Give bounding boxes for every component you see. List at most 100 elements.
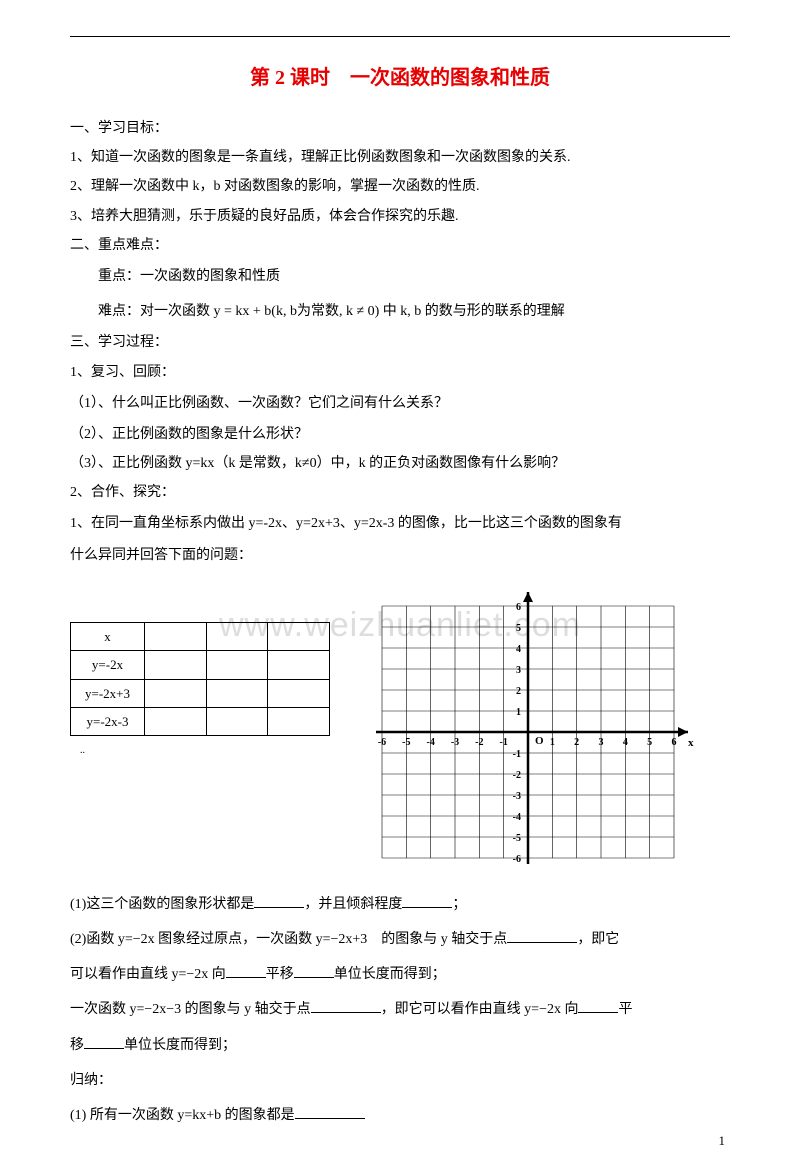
left-column: x y=-2x y=-2x+3 y=-2x-3 .. — [70, 582, 330, 761]
table-row: x — [71, 622, 330, 650]
blank — [578, 1012, 618, 1013]
svg-text:-3: -3 — [513, 791, 521, 802]
cell — [206, 707, 268, 735]
question-3-line1: 一次函数 y=−2x−3 的图象与 y 轴交于点 ，即它可以看作由直线 y=−2x… — [70, 997, 730, 1022]
cell — [145, 622, 207, 650]
dotted-note: .. — [80, 742, 330, 760]
svg-text:-6: -6 — [378, 737, 386, 748]
q3-text-a: 一次函数 y=−2x−3 的图象与 y 轴交于点 — [70, 1002, 311, 1017]
q3-text-e: 单位长度而得到； — [124, 1038, 236, 1053]
svg-text:-5: -5 — [513, 833, 521, 844]
q1-text-a: (1)这三个函数的图象形状都是 — [70, 897, 254, 912]
blank — [226, 977, 266, 978]
objective-3: 3、培养大胆猜测，乐于质疑的良好品质，体会合作探究的乐趣. — [70, 204, 730, 229]
function-table: x y=-2x y=-2x+3 y=-2x-3 — [70, 622, 330, 737]
question-2-line1: (2)函数 y=−2x 图象经过原点，一次函数 y=−2x+3 的图象与 y 轴… — [70, 927, 730, 952]
cell — [268, 707, 330, 735]
svg-text:-1: -1 — [513, 749, 521, 760]
table-row: y=-2x-3 — [71, 707, 330, 735]
objective-2: 2、理解一次函数中 k，b 对函数图象的影响，掌握一次函数的性质. — [70, 174, 730, 199]
svg-text:5: 5 — [647, 737, 652, 748]
cell — [268, 622, 330, 650]
coordinate-grid: -6 -5 -4 -3 -2 -1 1 2 3 4 5 6 -6 -5 -4 -3 -2 -1 1 2 3 4 5 6 Ox — [358, 582, 698, 882]
cell — [145, 651, 207, 679]
table-row: y=-2x+3 — [71, 679, 330, 707]
section1-heading: 一、学习目标： — [70, 116, 730, 141]
coop-prompt-1a: 1、在同一直角坐标系内做出 y=-2x、y=2x+3、y=2x-3 的图像，比一… — [70, 511, 730, 536]
question-3-line2: 移 单位长度而得到； — [70, 1033, 730, 1058]
svg-text:3: 3 — [599, 737, 604, 748]
difficulty: 难点：对一次函数 y = kx + b(k, b为常数, k ≠ 0) 中 k,… — [70, 299, 730, 324]
svg-text:x: x — [688, 737, 694, 749]
cell — [206, 679, 268, 707]
q3-text-c: 平 — [618, 1002, 632, 1017]
cell — [145, 679, 207, 707]
q1-text-b: ，并且倾斜程度 — [304, 897, 402, 912]
coop-prompt-1b: 什么异同并回答下面的问题： — [70, 543, 730, 568]
q3-text-d: 移 — [70, 1038, 84, 1053]
cooperation-heading: 2、合作、探究： — [70, 480, 730, 505]
review-q3: （3）、正比例函数 y=kx（k 是常数，k≠0）中，k 的正负对函数图像有什么… — [70, 451, 730, 476]
blank — [311, 1012, 381, 1013]
svg-text:O: O — [535, 735, 544, 747]
cell-y1: y=-2x — [71, 651, 145, 679]
svg-text:2: 2 — [516, 686, 521, 697]
cell — [206, 622, 268, 650]
question-2-line2: 可以看作由直线 y=−2x 向 平移 单位长度而得到； — [70, 962, 730, 987]
cell — [268, 651, 330, 679]
summary-1-text: (1) 所有一次函数 y=kx+b 的图象都是 — [70, 1108, 295, 1123]
top-rule — [70, 36, 730, 37]
svg-text:-4: -4 — [426, 737, 434, 748]
svg-text:4: 4 — [623, 737, 628, 748]
q3-text-b: ，即它可以看作由直线 y=−2x 向 — [381, 1002, 579, 1017]
cell-y2: y=-2x+3 — [71, 679, 145, 707]
svg-text:-2: -2 — [513, 770, 521, 781]
svg-text:1: 1 — [550, 737, 555, 748]
table-row: y=-2x — [71, 651, 330, 679]
svg-text:-3: -3 — [451, 737, 459, 748]
review-q1: （1）、什么叫正比例函数、一次函数？它们之间有什么关系？ — [70, 391, 730, 416]
document-body: 第 2 课时 一次函数的图象和性质 一、学习目标： 1、知道一次函数的图象是一条… — [70, 60, 730, 1128]
summary-1: (1) 所有一次函数 y=kx+b 的图象都是 — [70, 1103, 730, 1128]
q2-text-c: 可以看作由直线 y=−2x 向 — [70, 967, 226, 982]
svg-text:-4: -4 — [513, 812, 521, 823]
question-1: (1)这三个函数的图象形状都是 ，并且倾斜程度 ； — [70, 892, 730, 917]
svg-text:-6: -6 — [513, 854, 521, 865]
blank — [254, 907, 304, 908]
section3-heading: 三、学习过程： — [70, 330, 730, 355]
keypoint: 重点：一次函数的图象和性质 — [70, 264, 730, 289]
cell — [206, 651, 268, 679]
page-number: 1 — [719, 1129, 726, 1152]
svg-text:6: 6 — [672, 737, 677, 748]
table-graph-row: x y=-2x y=-2x+3 y=-2x-3 .. -6 -5 -4 -3 -2 -1 1… — [70, 582, 730, 882]
svg-text:-1: -1 — [499, 737, 507, 748]
objective-1: 1、知道一次函数的图象是一条直线，理解正比例函数图象和一次函数图象的关系. — [70, 145, 730, 170]
q2-text-b: ，即它 — [577, 932, 619, 947]
blank — [507, 942, 577, 943]
summary-heading: 归纳： — [70, 1068, 730, 1093]
blank — [294, 977, 334, 978]
review-heading: 1、复习、回顾： — [70, 360, 730, 385]
svg-text:-2: -2 — [475, 737, 483, 748]
cell-y3: y=-2x-3 — [71, 707, 145, 735]
page-title: 第 2 课时 一次函数的图象和性质 — [70, 60, 730, 96]
svg-text:4: 4 — [516, 644, 521, 655]
blank — [84, 1048, 124, 1049]
svg-text:5: 5 — [516, 623, 521, 634]
svg-text:3: 3 — [516, 665, 521, 676]
svg-text:1: 1 — [516, 707, 521, 718]
svg-text:2: 2 — [574, 737, 579, 748]
blank — [295, 1118, 365, 1119]
review-q2: （2）、正比例函数的图象是什么形状？ — [70, 422, 730, 447]
svg-text:6: 6 — [516, 602, 521, 613]
cell — [268, 679, 330, 707]
q1-text-c: ； — [452, 897, 466, 912]
section2-heading: 二、重点难点： — [70, 233, 730, 258]
blank — [402, 907, 452, 908]
cell — [145, 707, 207, 735]
q2-text-d: 平移 — [266, 967, 294, 982]
q2-text-e: 单位长度而得到； — [334, 967, 446, 982]
cell-x: x — [71, 622, 145, 650]
q2-text-a: (2)函数 y=−2x 图象经过原点，一次函数 y=−2x+3 的图象与 y 轴… — [70, 932, 507, 947]
svg-text:-5: -5 — [402, 737, 410, 748]
